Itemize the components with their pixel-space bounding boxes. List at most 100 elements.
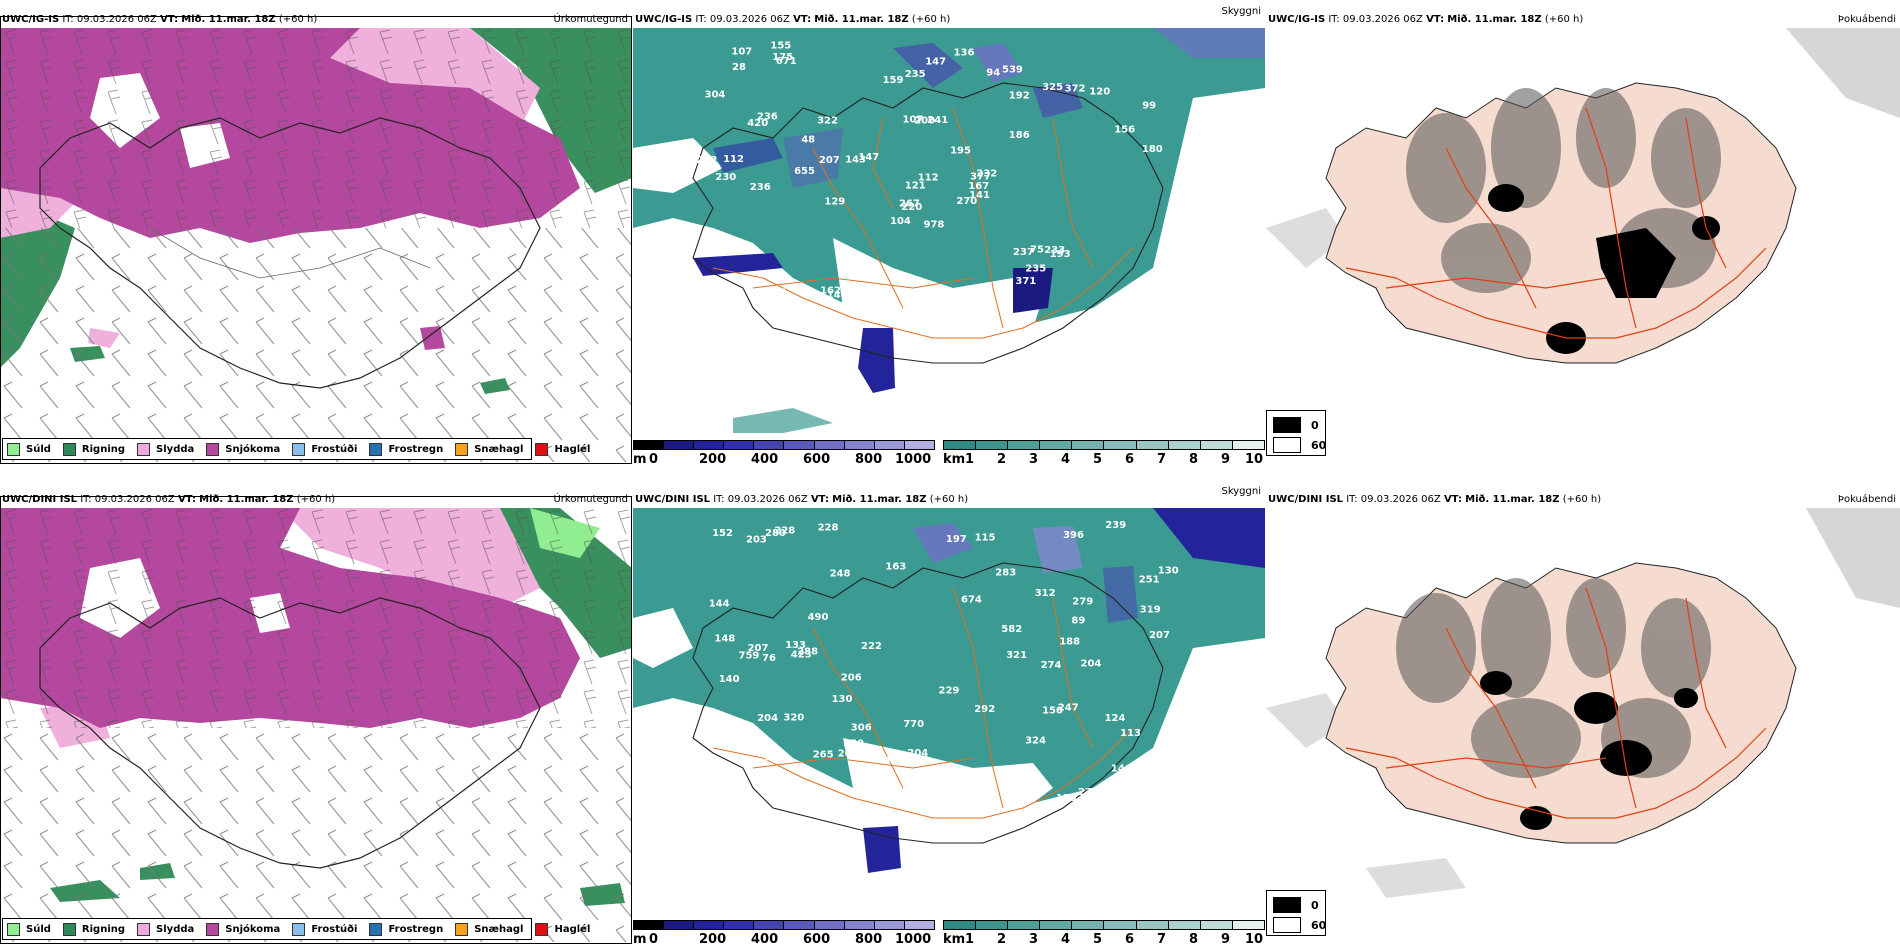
visibility-label: 129 — [824, 196, 845, 207]
fog-legend: 0 60 — [1266, 410, 1326, 456]
visibility-label: 207 — [1149, 630, 1170, 641]
colorbar-swatch — [844, 921, 875, 929]
visibility-map: 770 423 280 247 277 248 648 130 203 274 204 197 152 1… — [633, 508, 1265, 913]
legend-item: Slydda — [137, 922, 194, 936]
legend-item: Frostúði — [292, 442, 357, 456]
visibility-label: 277 — [1101, 833, 1122, 844]
colorbar-m — [633, 920, 935, 930]
visibility-label: 229 — [939, 685, 960, 696]
colorbar-swatch — [976, 921, 1009, 929]
panel-fog-igis: UWC/IG-IS IT: 09.03.2026 06Z VT: Mið. 11… — [1266, 12, 1900, 462]
visibility-label: 235 — [905, 69, 926, 80]
legend-item: Rigning — [62, 442, 125, 456]
colorbar-swatch — [1200, 441, 1233, 449]
visibility-label: 64 — [905, 276, 919, 287]
visibility-label: 156 — [746, 800, 767, 811]
fog-map — [1266, 28, 1900, 433]
visibility-label: 48 — [801, 135, 815, 146]
visibility-label: 220 — [901, 202, 922, 213]
visibility-label: 247 — [1058, 703, 1079, 714]
visibility-label: 248 — [830, 569, 851, 580]
visibility-label: 235 — [1025, 263, 1046, 274]
visibility-label: 207 — [819, 155, 840, 166]
legend-item: Snjókoma — [206, 442, 280, 456]
visibility-label: 106 — [763, 754, 784, 765]
coastline — [39, 117, 541, 389]
visibility-label: 270 — [956, 196, 977, 207]
product-type: Skyggni — [1221, 486, 1261, 497]
visibility-label: 147 — [858, 152, 879, 163]
panel-header: UWC/IG-IS IT: 09.03.2026 06Z VT: Mið. 11… — [635, 6, 1261, 25]
visibility-label: 209 — [1006, 784, 1027, 795]
visibility-label: 138 — [908, 755, 929, 766]
visibility-label: 296 — [1109, 824, 1130, 835]
visibility-label: 420 — [747, 118, 768, 129]
visibility-label: 228 — [774, 526, 795, 537]
visibility-label: 344 — [730, 336, 751, 347]
product-type: Þokuábendi — [1837, 14, 1896, 25]
visibility-value-labels: 978 420 220 164 377 146 539 241 192 270 671 368 236 9… — [696, 40, 1163, 368]
init-time: 09.03.2026 06Z — [1360, 494, 1441, 505]
visibility-label: 222 — [861, 641, 882, 652]
visibility-label: 148 — [728, 782, 749, 793]
visibility-label: 148 — [714, 633, 735, 644]
visibility-label: 104 — [890, 216, 911, 227]
visibility-label: 203 — [746, 535, 767, 546]
visibility-label: 268 — [728, 797, 749, 808]
visibility-label: 252 — [696, 155, 717, 166]
lead-time: (+60 h) — [1562, 494, 1602, 505]
visibility-label: 377 — [970, 172, 991, 183]
legend-item: Slydda — [137, 442, 194, 456]
colorbar-swatch — [1008, 441, 1041, 449]
visibility-label: 265 — [813, 750, 834, 761]
panel-header: UWC/DINI ISL IT: 09.03.2026 06Z VT: Mið.… — [635, 486, 1261, 505]
colorbar-swatch — [874, 441, 905, 449]
visibility-label: 129 — [773, 355, 794, 366]
colorbar-swatch — [784, 441, 815, 449]
colorbar-swatch — [1072, 921, 1105, 929]
visibility-label: 978 — [924, 220, 945, 231]
visibility-label: 279 — [1072, 597, 1093, 608]
lead-time: (+60 h) — [1544, 14, 1584, 25]
colorbar-swatch — [724, 921, 755, 929]
lead-time: (+60 h) — [278, 14, 318, 25]
legend-item: Haglél — [535, 442, 590, 456]
visibility-label: 324 — [1025, 736, 1046, 747]
visibility-label: 371 — [1015, 276, 1036, 287]
visibility-label: 312 — [1035, 588, 1056, 599]
visibility-label: 201 — [752, 294, 773, 305]
legend-item: Snjókoma — [206, 922, 280, 936]
panel-header: UWC/IG-IS IT: 09.03.2026 06Z VT: Mið. 11… — [1266, 12, 1900, 28]
visibility-label: 759 — [739, 651, 760, 662]
visibility-label: 204 — [757, 713, 778, 724]
visibility-label: 292 — [974, 704, 995, 715]
colorbar-swatch — [1168, 441, 1201, 449]
visibility-label: 280 — [765, 528, 786, 539]
visibility-label: 230 — [715, 172, 736, 183]
colorbar-swatch — [754, 921, 785, 929]
visibility-label: 226 — [818, 346, 839, 357]
coastline — [39, 597, 541, 869]
visibility-label: 396 — [1063, 530, 1084, 541]
visibility-label: 129 — [1056, 793, 1077, 804]
visibility-label: 267 — [899, 199, 920, 210]
visibility-value-labels: 770 423 280 247 277 248 648 130 203 274 204 197 152 1… — [709, 520, 1179, 849]
model-name: UWC/IG-IS — [1268, 14, 1326, 25]
colorbar-swatch — [694, 441, 725, 449]
colorbar-swatch — [664, 921, 695, 929]
visibility-label: 306 — [851, 723, 872, 734]
visibility-label: 368 — [1134, 350, 1155, 361]
visibility-label: 195 — [950, 146, 971, 157]
visibility-colorbar: m 0 200 400 600 800 1000 km 1 2 3 4 5 6 … — [633, 920, 1265, 950]
visibility-label: 150 — [1042, 706, 1063, 717]
valid-time: Mið. 11.mar. 18Z — [181, 14, 276, 25]
init-time: 09.03.2026 06Z — [76, 14, 157, 25]
visibility-label: 130 — [1158, 566, 1179, 577]
colorbar-swatch — [1040, 921, 1073, 929]
panel-fog-dini: UWC/DINI ISL IT: 09.03.2026 06Z VT: Mið.… — [1266, 492, 1900, 942]
colorbar-swatch — [634, 441, 665, 449]
visibility-label: 131 — [779, 792, 800, 803]
lead-time: (+60 h) — [911, 14, 951, 25]
colorbar-m — [633, 440, 935, 450]
coastline — [692, 562, 1164, 844]
